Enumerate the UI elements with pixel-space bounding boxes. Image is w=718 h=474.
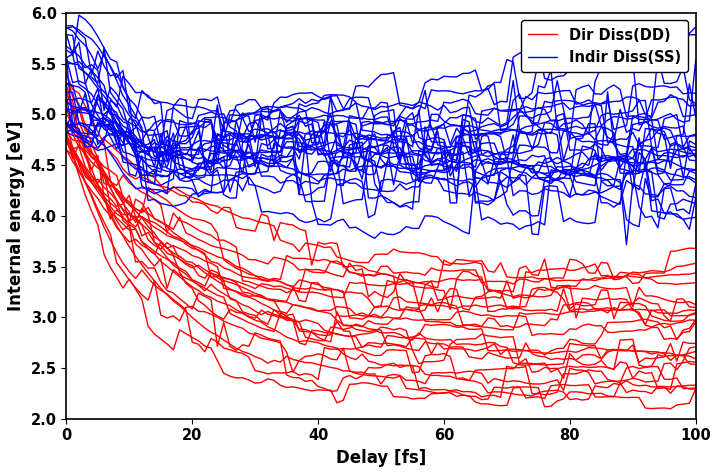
Dir Diss(DD) bbox=[666, 318, 675, 324]
Indir Diss(SS) bbox=[446, 156, 454, 162]
Indir Diss(SS) bbox=[358, 167, 366, 173]
Legend: Dir Diss(DD), Indir Diss(SS): Dir Diss(DD), Indir Diss(SS) bbox=[521, 20, 689, 72]
Dir Diss(DD) bbox=[534, 285, 543, 291]
Dir Diss(DD) bbox=[62, 139, 70, 145]
Dir Diss(DD) bbox=[106, 201, 115, 206]
X-axis label: Delay [fs]: Delay [fs] bbox=[336, 449, 426, 467]
Line: Dir Diss(DD): Dir Diss(DD) bbox=[66, 142, 696, 321]
Line: Indir Diss(SS): Indir Diss(SS) bbox=[66, 102, 696, 178]
Dir Diss(DD) bbox=[352, 312, 360, 318]
Y-axis label: Internal energy [eV]: Internal energy [eV] bbox=[7, 121, 25, 311]
Indir Diss(SS) bbox=[691, 147, 700, 153]
Indir Diss(SS) bbox=[509, 150, 518, 155]
Dir Diss(DD) bbox=[503, 304, 511, 310]
Indir Diss(SS) bbox=[106, 117, 115, 122]
Dir Diss(DD) bbox=[691, 305, 700, 310]
Indir Diss(SS) bbox=[541, 128, 549, 134]
Dir Diss(DD) bbox=[220, 255, 228, 261]
Indir Diss(SS) bbox=[225, 155, 234, 160]
Indir Diss(SS) bbox=[62, 99, 70, 105]
Dir Diss(DD) bbox=[439, 303, 448, 309]
Indir Diss(SS) bbox=[194, 175, 202, 181]
